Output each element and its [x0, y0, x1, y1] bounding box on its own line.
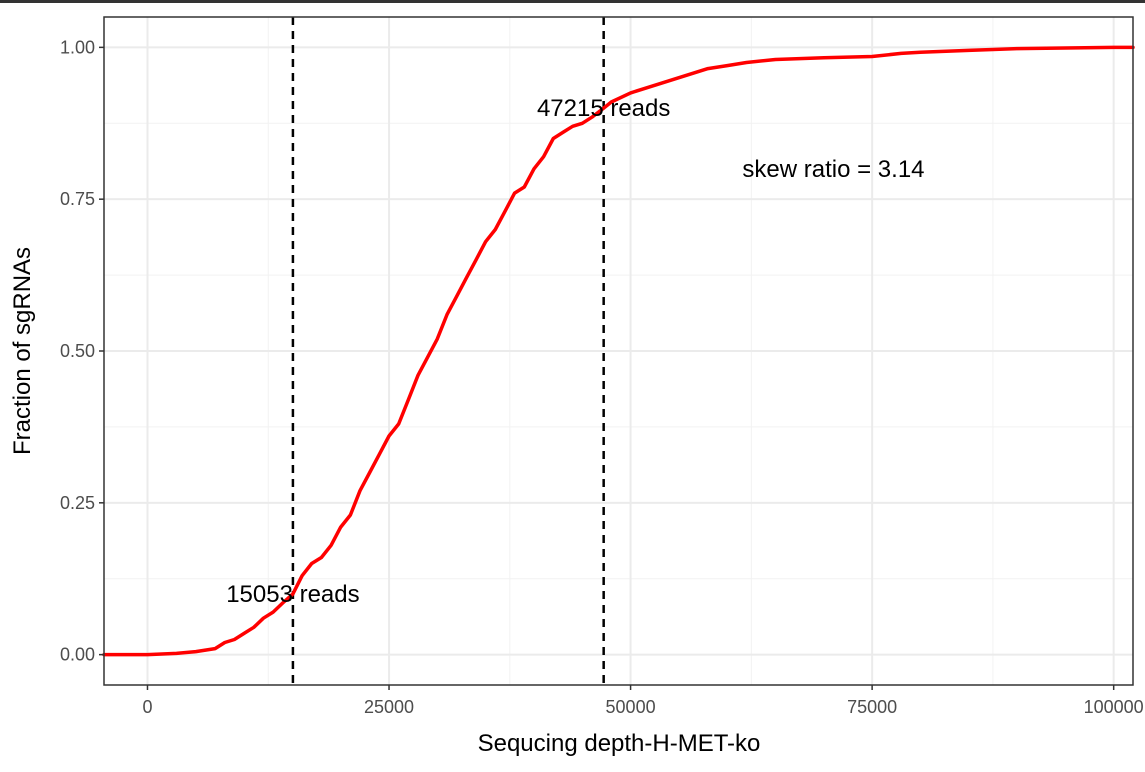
series-layer — [102, 45, 1135, 657]
y-tick-label: 0.50 — [60, 341, 95, 361]
annotations: 15053 reads 47215 reads skew ratio = 3.14 — [226, 95, 924, 608]
y-tick-label: 0.00 — [60, 645, 95, 665]
annotation-label: 15053 reads — [226, 581, 359, 608]
top-border — [0, 0, 1145, 3]
x-axis-title: Sequcing depth-H-MET-ko — [478, 730, 761, 757]
x-tick-label: 100000 — [1084, 697, 1144, 717]
y-tick-label: 0.75 — [60, 189, 95, 209]
x-axis-ticks: 0 25000 50000 75000 100000 — [142, 685, 1144, 717]
y-tick-label: 0.25 — [60, 493, 95, 513]
x-tick-label: 25000 — [364, 697, 414, 717]
y-axis-ticks: 0.00 0.25 0.50 0.75 1.00 — [60, 37, 104, 665]
x-tick-label: 0 — [142, 697, 152, 717]
grid — [104, 17, 1133, 685]
y-axis-title: Fraction of sgRNAs — [9, 247, 36, 455]
x-tick-label: 50000 — [606, 697, 656, 717]
annotation-label: 47215 reads — [537, 95, 670, 122]
cumulative-distribution-line — [102, 45, 1135, 657]
annotation-label: skew ratio = 3.14 — [742, 156, 924, 183]
y-tick-label: 1.00 — [60, 37, 95, 57]
x-tick-label: 75000 — [847, 697, 897, 717]
